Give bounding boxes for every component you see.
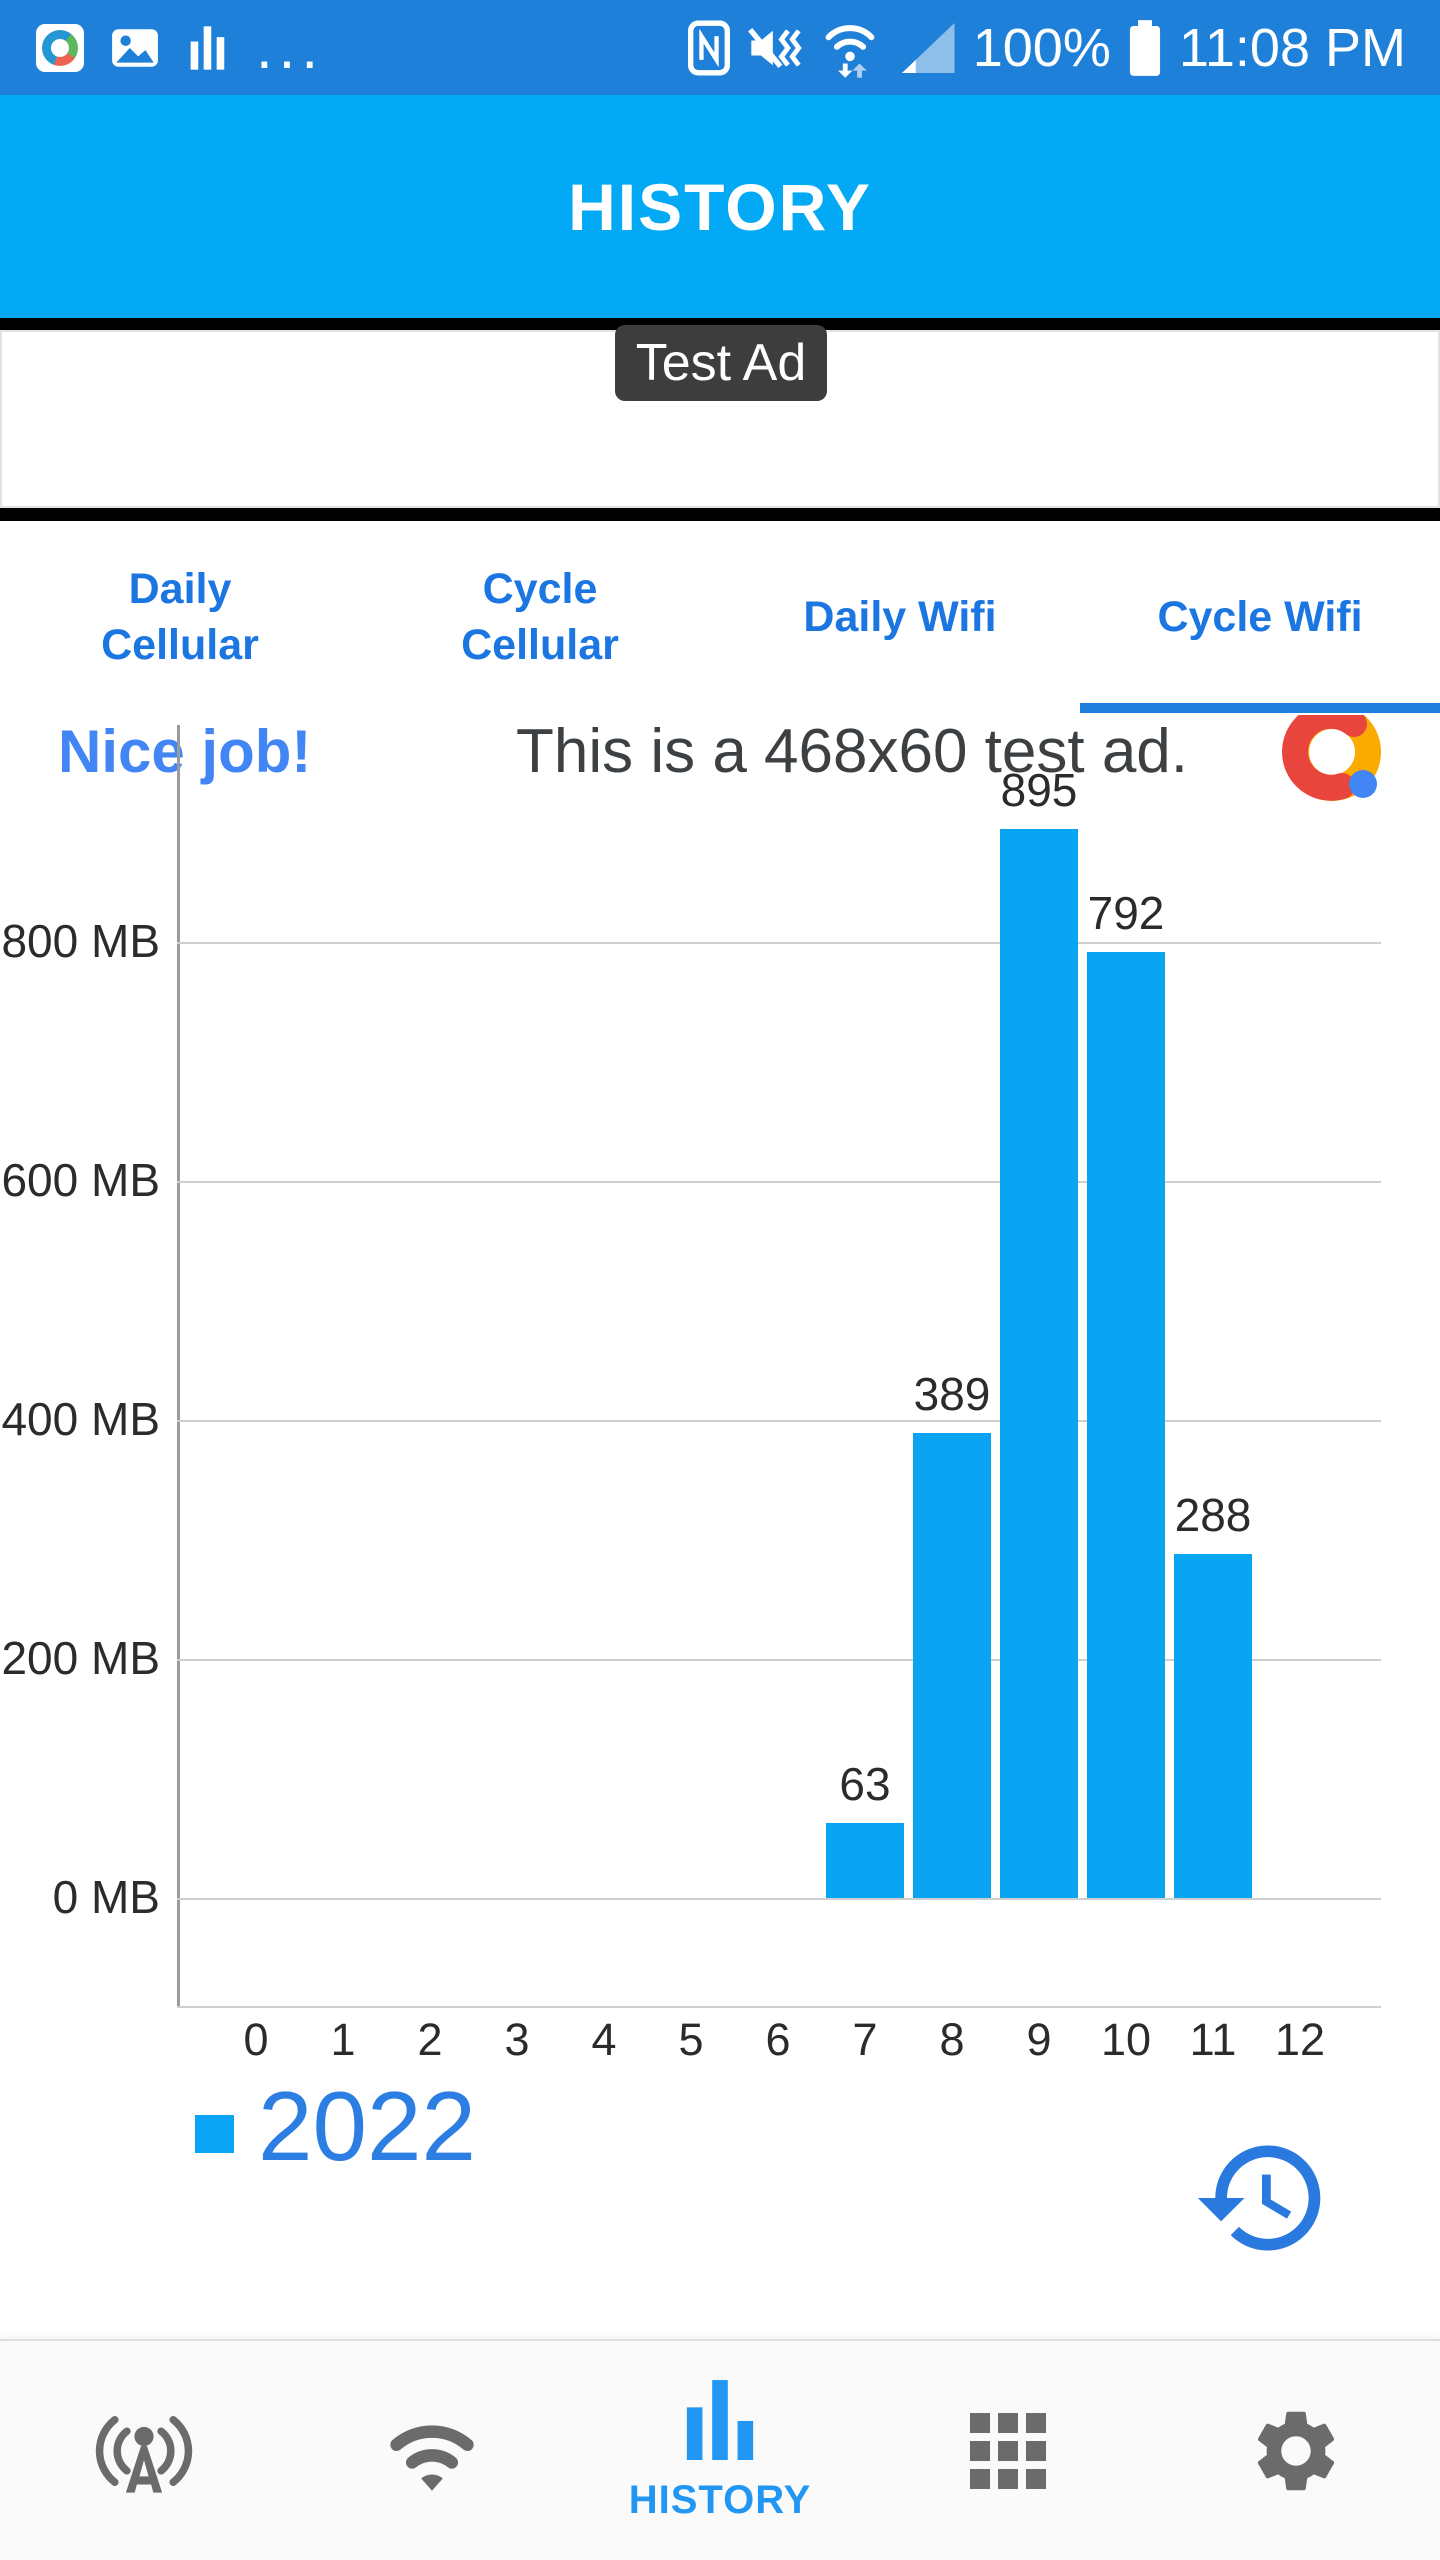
ad-test-badge: Test Ad [615, 325, 827, 401]
signal-strength-icon [901, 22, 955, 73]
gridline-0 [177, 1898, 1381, 1900]
nav-item-wifi[interactable] [288, 2341, 576, 2560]
tab-daily-wifi[interactable]: Daily Wifi [720, 521, 1080, 715]
bottom-nav: HISTORY [0, 2339, 1440, 2560]
bar-month-8 [913, 1433, 991, 1898]
plot-bottom-border [177, 2006, 1381, 2008]
bar-month-11 [1174, 1554, 1252, 1898]
tab-bar: Daily Cellular Cycle Cellular Daily Wifi Cy… [0, 521, 1440, 715]
legend-year-label: 2022 [258, 2071, 477, 2181]
nav-item-cellular[interactable] [0, 2341, 288, 2560]
x-tick-label: 3 [504, 2014, 530, 2065]
y-axis-line [177, 725, 180, 2006]
data-usage-app-icon [36, 23, 84, 72]
history-bars-icon [686, 2380, 754, 2460]
gallery-icon [112, 28, 158, 67]
legend-swatch-2022 [195, 2114, 234, 2153]
x-tick-label: 5 [678, 2014, 704, 2065]
battery-icon [1129, 19, 1160, 76]
admob-logo-icon [1282, 702, 1381, 801]
battery-percent: 100% [972, 17, 1111, 78]
clock-time: 11:08 PM [1178, 17, 1406, 78]
y-tick-label: 400 MB [1, 1393, 160, 1446]
wifi-icon [390, 2424, 474, 2491]
x-tick-label: 0 [243, 2014, 269, 2065]
tab-cycle-wifi[interactable]: Cycle Wifi [1080, 521, 1440, 715]
gridline-400 [177, 1420, 1381, 1423]
bar-value-label: 288 [1174, 1489, 1252, 1541]
ad-headline[interactable]: Nice job! [58, 717, 312, 785]
more-notifications-icon: ... [256, 14, 325, 81]
bar-month-10 [1087, 952, 1165, 1898]
nav-item-history[interactable]: HISTORY [576, 2341, 864, 2560]
gridline-600 [177, 1181, 1381, 1184]
x-tick-label: 6 [765, 2014, 791, 2065]
y-tick-label: 600 MB [1, 1154, 160, 1207]
chart-legend: 2022 [195, 2070, 476, 2183]
bar-value-label: 389 [913, 1368, 991, 1420]
tab-daily-cellular[interactable]: Daily Cellular [0, 521, 360, 715]
ad-body-text[interactable]: This is a 468x60 test ad. [515, 716, 1189, 786]
page-title: HISTORY [568, 169, 872, 244]
tab-cycle-cellular[interactable]: Cycle Cellular [360, 521, 720, 715]
tab-label: Cycle Wifi [1157, 593, 1363, 642]
bar-month-9 [1000, 829, 1078, 1898]
bar-chart-notification-icon [190, 25, 225, 70]
mute-vibrate-icon [747, 27, 802, 68]
bar-value-label: 63 [839, 1758, 891, 1810]
y-tick-label: 200 MB [1, 1632, 160, 1685]
x-tick-label: 8 [939, 2014, 965, 2065]
bar-month-7 [826, 1823, 904, 1898]
apps-grid-icon [970, 2412, 1046, 2489]
nav-item-settings[interactable] [1152, 2341, 1440, 2560]
tab-label: Cycle Cellular [461, 565, 619, 669]
cell-tower-icon [95, 2415, 193, 2493]
x-tick-label: 1 [330, 2014, 356, 2065]
status-bar: ... 100% [0, 0, 1440, 95]
x-tick-label: 10 [1100, 2014, 1152, 2065]
bar-value-label: 792 [1087, 887, 1165, 939]
x-tick-label: 11 [1189, 2014, 1237, 2065]
x-tick-label: 2 [417, 2014, 443, 2065]
nfc-icon [687, 20, 730, 75]
tab-label: Daily Cellular [101, 565, 259, 669]
x-tick-label: 9 [1026, 2014, 1052, 2065]
ad-top-divider [0, 318, 1440, 330]
x-tick-label: 12 [1274, 2014, 1326, 2065]
gridline-800 [177, 942, 1381, 945]
gridline-200 [177, 1659, 1381, 1662]
settings-gear-icon [1257, 2411, 1335, 2490]
y-tick-label: 0 MB [52, 1871, 160, 1923]
tab-label: Daily Wifi [803, 593, 997, 642]
history-restore-icon[interactable] [1192, 2128, 1332, 2268]
nav-label-history: HISTORY [628, 2478, 812, 2522]
selected-tab-underline [1080, 703, 1440, 713]
x-tick-label: 4 [591, 2014, 617, 2065]
wifi-status-icon [825, 24, 875, 78]
x-tick-label: 7 [852, 2014, 878, 2065]
nav-item-apps-grid[interactable] [864, 2341, 1152, 2560]
ad-bottom-divider [0, 508, 1440, 521]
app-header: HISTORY [0, 95, 1440, 318]
y-tick-label: 800 MB [1, 915, 160, 968]
